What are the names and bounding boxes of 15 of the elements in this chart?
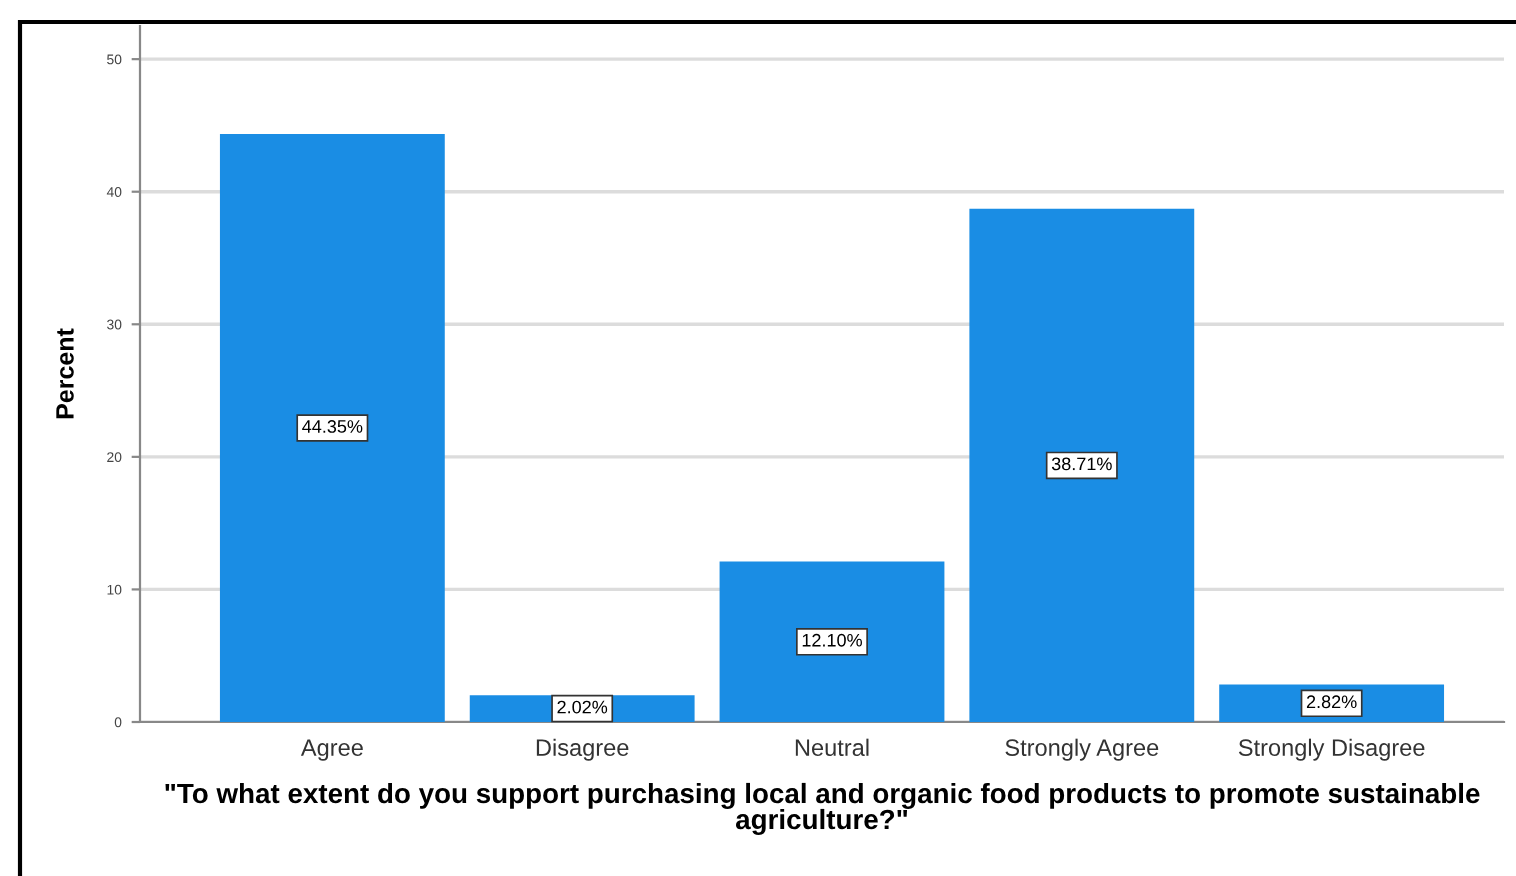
x-tick-label: Neutral bbox=[795, 738, 869, 757]
data-label: 2.02% bbox=[557, 700, 608, 714]
x-axis-title: "To what extent do you support purchasing local and organic food products to promote sustainable agriculture?" bbox=[165, 782, 1480, 835]
y-axis-title: Percent bbox=[56, 328, 74, 419]
bar bbox=[719, 561, 945, 722]
x-tick-label: Strongly Agree bbox=[1005, 738, 1159, 761]
data-label: 38.71% bbox=[1051, 457, 1112, 471]
x-tick-label: Strongly Disagree bbox=[1238, 738, 1425, 761]
data-label: 12.10% bbox=[802, 633, 862, 647]
bar bbox=[219, 134, 445, 722]
bar bbox=[969, 208, 1195, 722]
data-label: 44.35% bbox=[302, 420, 363, 433]
data-label: 2.82% bbox=[1306, 695, 1357, 709]
x-tick-label: Agree bbox=[300, 739, 363, 761]
x-tick-label: Disagree bbox=[536, 738, 629, 761]
